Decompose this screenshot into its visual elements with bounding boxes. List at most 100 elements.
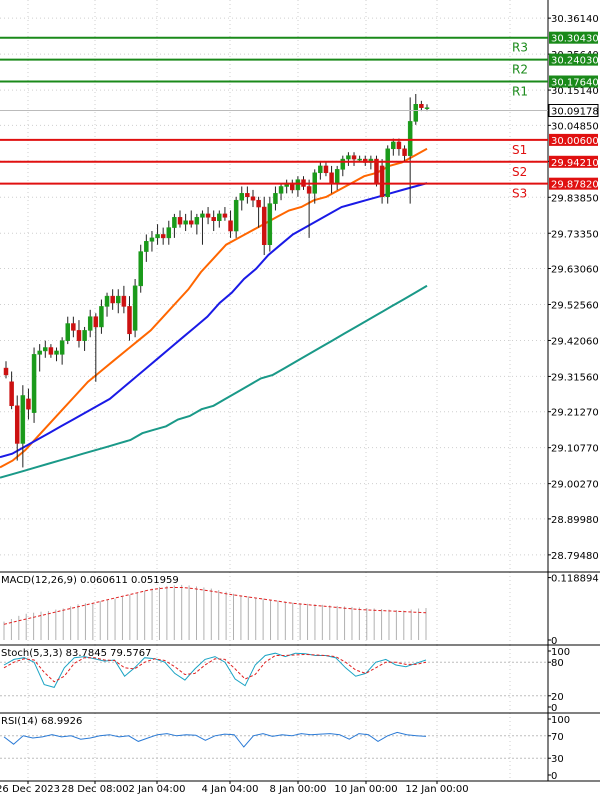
candle-body xyxy=(306,186,312,194)
candle-body xyxy=(200,213,205,218)
y-tick-label: 29.63060 xyxy=(551,265,599,276)
candle-body xyxy=(222,213,228,218)
candle-body xyxy=(116,295,121,304)
stoch-y-tick-label: 20 xyxy=(551,692,564,703)
macd-legend: MACD(12,26,9) 0.060611 0.051959 xyxy=(1,575,179,586)
candle-body xyxy=(295,179,301,191)
level-name-r1: R1 xyxy=(512,85,528,99)
candle-body xyxy=(132,285,138,331)
rsi-panel: RSI(14) 68.9926 xyxy=(0,716,548,759)
candle-body xyxy=(14,405,20,444)
y-tick-label: 29.10770 xyxy=(551,444,599,455)
candle-body xyxy=(402,148,407,156)
candle-body xyxy=(155,234,160,239)
rsi-y-tick-label: 70 xyxy=(551,732,564,743)
rsi-line xyxy=(3,731,427,748)
candle-body xyxy=(407,121,413,156)
candle-body xyxy=(71,323,76,331)
y-tick-label: 28.89980 xyxy=(551,515,599,526)
candle-body xyxy=(48,347,54,355)
level-value-box xyxy=(549,31,598,44)
candle-body xyxy=(82,330,87,341)
x-tick-label: 8 Jan 00:00 xyxy=(270,784,327,794)
candle-body xyxy=(160,234,166,239)
candle-body xyxy=(391,141,396,150)
candle-body xyxy=(149,237,155,242)
stoch-y-tick-label: 80 xyxy=(551,658,564,669)
candle-body xyxy=(278,186,284,194)
candle-body xyxy=(26,398,31,410)
candle-body xyxy=(217,213,222,221)
moving-average-line xyxy=(0,182,428,459)
level-value-box xyxy=(549,53,598,66)
rsi-y-tick-label: 0 xyxy=(551,771,557,782)
candle-body xyxy=(340,158,346,170)
x-tick-label: 12 Jan 00:00 xyxy=(405,784,468,794)
macd-panel: MACD(12,26,9) 0.060611 0.051959 xyxy=(1,575,427,640)
candle-body xyxy=(9,381,14,407)
candle-body xyxy=(166,227,172,239)
candle-body xyxy=(329,172,334,184)
y-tick-label: 30.36140 xyxy=(551,14,599,25)
candle-body xyxy=(245,193,250,198)
candle-body xyxy=(183,220,188,225)
y-tick-label: 29.21270 xyxy=(551,408,599,419)
candle-body xyxy=(194,217,200,225)
candle-body xyxy=(205,213,211,218)
stoch-y-tick-label: 0 xyxy=(551,703,557,714)
candle-body xyxy=(351,155,357,160)
moving-average-line xyxy=(0,284,428,479)
level-value-label: 30.17640 xyxy=(551,78,599,89)
level-value-label: 30.24030 xyxy=(551,56,599,67)
grid-layer xyxy=(0,0,548,781)
candle-body xyxy=(318,165,323,174)
y-tick-label: 29.00270 xyxy=(551,480,599,491)
x-tick-label: 10 Jan 00:00 xyxy=(334,784,397,794)
candle-body xyxy=(20,395,26,444)
candle-body xyxy=(87,316,93,331)
candle-body xyxy=(177,217,183,225)
candle-body xyxy=(37,350,42,355)
level-name-s1: S1 xyxy=(512,143,527,157)
candle-body xyxy=(379,165,385,198)
candle-body xyxy=(239,193,245,201)
candle-body xyxy=(346,155,351,160)
candle-body xyxy=(65,323,70,341)
level-name-s2: S2 xyxy=(512,165,527,179)
moving-average-line xyxy=(0,147,428,469)
current-price-label: 30.09178 xyxy=(551,107,599,118)
level-value-box xyxy=(549,75,598,88)
level-name-s3: S3 xyxy=(512,187,527,201)
macd-signal-line xyxy=(3,587,427,625)
y-tick-label: 29.42060 xyxy=(551,336,599,347)
candle-body xyxy=(138,251,143,287)
y-tick-label: 29.52560 xyxy=(551,300,599,311)
y-tick-label: 30.04850 xyxy=(551,121,599,132)
candle-body xyxy=(76,330,82,341)
candle-body xyxy=(261,206,267,245)
x-tick-label: 4 Jan 04:00 xyxy=(202,784,259,794)
level-value-box xyxy=(549,155,598,168)
candle-body xyxy=(110,295,115,304)
candle-body xyxy=(323,165,329,174)
candle-body xyxy=(54,350,59,355)
candle-body xyxy=(104,295,110,307)
stoch-line xyxy=(3,653,427,683)
candle-body xyxy=(121,295,127,307)
candle-body xyxy=(424,107,430,109)
candle-body xyxy=(59,340,65,355)
y-tick-label: 29.83850 xyxy=(551,193,599,204)
candle-body xyxy=(250,196,256,201)
level-value-box xyxy=(549,177,598,190)
candle-body xyxy=(396,141,402,150)
x-tick-label: 28 Dec 08:00 xyxy=(61,784,128,794)
candle-body xyxy=(3,367,9,376)
y-tick-label: 29.31560 xyxy=(551,372,599,383)
level-value-label: 29.94210 xyxy=(551,158,599,169)
candle-body xyxy=(334,169,340,184)
candle-body xyxy=(99,306,104,328)
candle-body xyxy=(256,199,261,208)
candle-body xyxy=(93,316,99,328)
candle-body xyxy=(267,203,273,245)
